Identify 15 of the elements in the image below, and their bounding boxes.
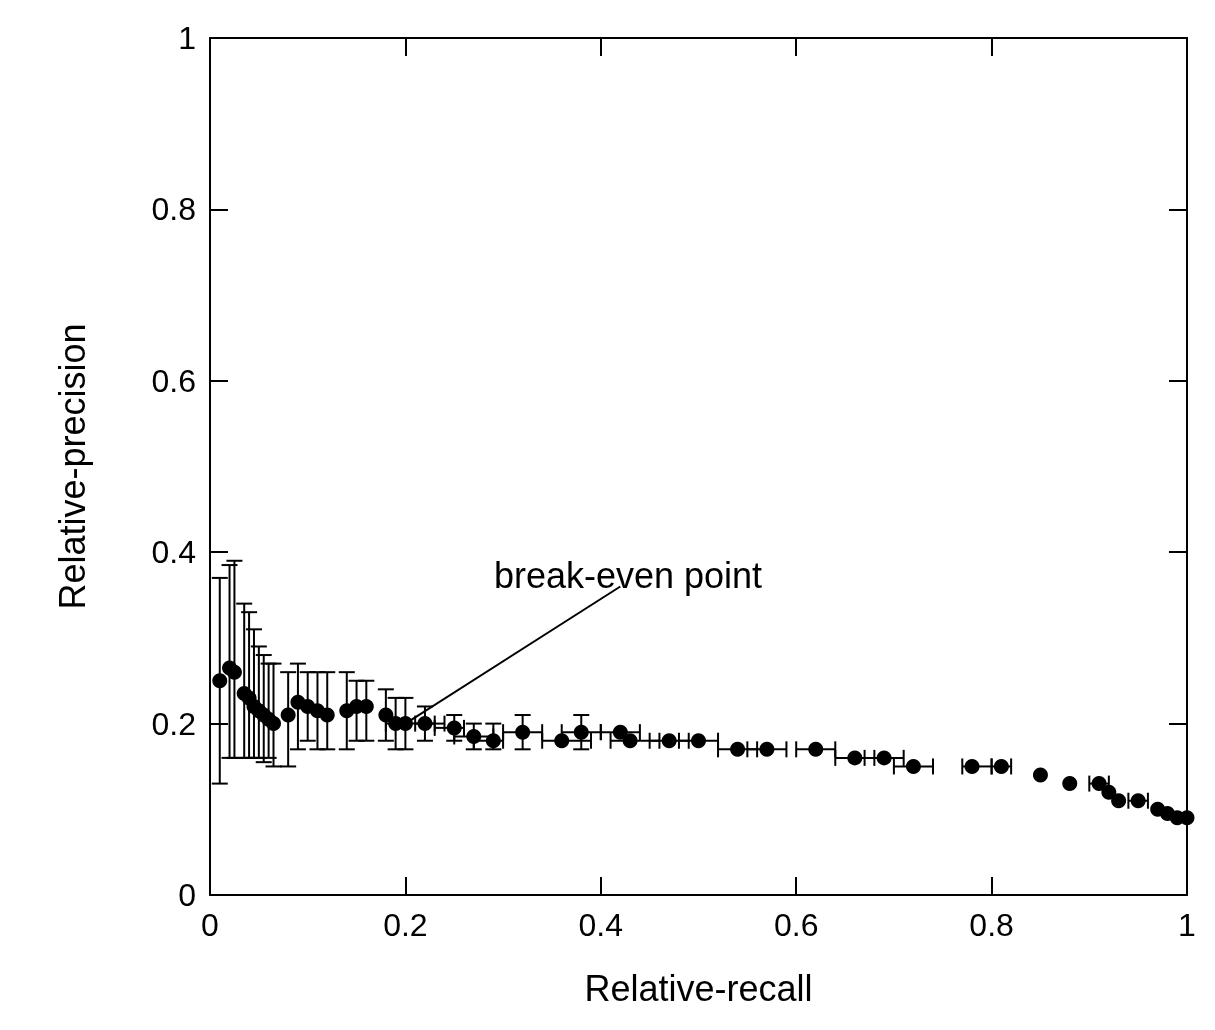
y-tick-label: 0.2 [151, 705, 196, 742]
y-axis-title: Relative-precision [51, 323, 93, 610]
x-tick-label: 0.6 [773, 907, 819, 943]
x-tick-label: 1 [1178, 907, 1196, 943]
y-tick-label: 0.4 [151, 534, 196, 571]
y-tick-label: 0.6 [151, 362, 196, 399]
x-axis-title: Relative-recall [584, 967, 813, 1009]
x-tick-label: 0.8 [969, 907, 1014, 943]
y-tick-label: 1 [178, 20, 196, 56]
y-tick-label: 0 [178, 877, 196, 913]
x-tick-label: 0.4 [578, 907, 624, 943]
y-tick-label: 0.8 [151, 191, 196, 228]
x-tick-label: 0.2 [383, 907, 428, 943]
annotation: break-even point [493, 555, 763, 597]
x-tick-label: 0 [201, 907, 219, 943]
